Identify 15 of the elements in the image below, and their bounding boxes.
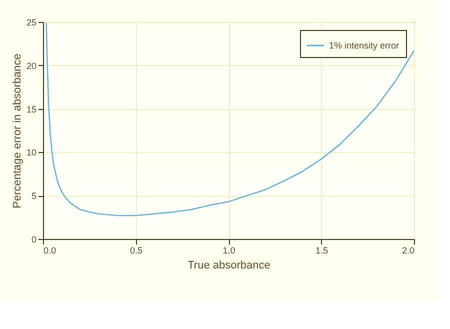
x-tick-label: 1.5: [315, 246, 328, 256]
y-axis-title: Percentage error in absorbance: [11, 54, 24, 208]
y-tick-label: 0: [31, 234, 36, 244]
y-tick-label: 20: [26, 60, 36, 71]
y-tick-label: 25: [26, 18, 36, 28]
legend-label: 1% intensity error: [329, 40, 400, 50]
y-tick-label: 5: [31, 191, 36, 202]
x-tick-label: 0.5: [130, 246, 143, 256]
x-tick-label: 1.0: [222, 246, 236, 256]
x-axis-title: True absorbance: [188, 260, 270, 272]
line-series: [46, 22, 415, 216]
y-tick-label: 15: [26, 104, 36, 114]
x-tick-label: 2.0: [402, 246, 414, 256]
y-tick-label: 10: [26, 148, 36, 158]
x-tick-label: 0.0: [44, 246, 56, 256]
